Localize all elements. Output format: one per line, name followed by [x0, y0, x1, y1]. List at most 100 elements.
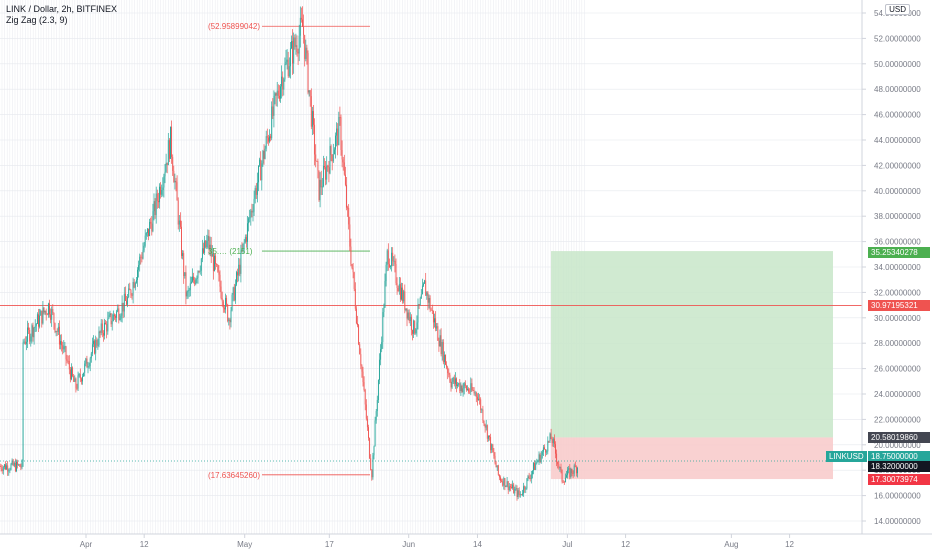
- candle-body: [574, 465, 576, 467]
- candle-body: [46, 314, 48, 316]
- candle-body: [151, 223, 153, 232]
- candle-body: [135, 279, 137, 283]
- candle-body: [507, 481, 509, 491]
- currency-label[interactable]: USD: [885, 4, 910, 15]
- price-axis[interactable]: 54.0000000052.0000000050.0000000048.0000…: [862, 9, 921, 526]
- candle-body: [441, 342, 443, 355]
- candle-body: [462, 388, 464, 393]
- candle-body: [196, 277, 198, 280]
- candle-body: [432, 310, 434, 323]
- candle-body: [484, 424, 486, 428]
- symbol-price-tag[interactable]: LINKUSD: [826, 451, 867, 462]
- candle-body: [439, 335, 441, 347]
- candle-body: [463, 383, 465, 389]
- time-tick-label: Aug: [724, 540, 738, 549]
- fib-levels[interactable]: [262, 25, 370, 476]
- candle-body: [293, 37, 295, 64]
- candle-body: [278, 95, 280, 99]
- candle-body: [310, 96, 312, 127]
- candle-body: [550, 433, 552, 440]
- candle-body: [20, 466, 22, 468]
- candle-body: [49, 303, 50, 315]
- candle-body: [149, 221, 151, 236]
- candle-body: [175, 180, 177, 183]
- candle-body: [410, 316, 412, 331]
- candle-body: [201, 248, 203, 259]
- candle-body: [269, 136, 270, 142]
- candle-body: [267, 137, 269, 142]
- candle-body: [429, 297, 431, 310]
- candle-body: [247, 223, 248, 242]
- candle-body: [200, 258, 202, 271]
- candle-body: [563, 481, 565, 483]
- candle-body: [547, 440, 549, 452]
- candle-body: [69, 369, 71, 380]
- candle-body: [288, 66, 290, 77]
- candle-body: [468, 388, 470, 392]
- candle-body: [72, 367, 74, 377]
- candle-body: [326, 165, 328, 180]
- candle-body: [42, 307, 44, 324]
- candle-body: [417, 304, 419, 323]
- price-tick-label: 24.00000000: [874, 390, 921, 399]
- candle-body: [505, 485, 507, 487]
- candle-body: [56, 330, 58, 332]
- loss-zone: [551, 437, 833, 480]
- candle-body: [230, 310, 232, 323]
- candle-body: [418, 304, 420, 306]
- candle-body: [285, 61, 287, 65]
- time-axis[interactable]: Apr 12 May 17 Jun 14 Jul 12 Aug 12: [80, 534, 795, 549]
- candle-body: [566, 475, 567, 478]
- candle-body: [501, 480, 503, 482]
- candle-body: [482, 409, 484, 422]
- candle-body: [405, 308, 407, 310]
- candle-body: [338, 116, 340, 146]
- candle-body: [110, 313, 112, 325]
- candle-body: [295, 45, 297, 47]
- indicator-label[interactable]: Zig Zag (2.3, 9): [6, 15, 68, 25]
- candle-body: [25, 341, 27, 344]
- candle-body: [34, 325, 36, 328]
- candle-body: [127, 297, 129, 305]
- candle-body: [460, 385, 462, 391]
- candle-body: [150, 221, 152, 224]
- candle-body: [549, 433, 551, 441]
- candle-body: [68, 360, 70, 370]
- candle-body: [11, 460, 13, 465]
- candle-body: [300, 17, 302, 20]
- position-zones[interactable]: [551, 251, 833, 480]
- price-tick-label: 16.00000000: [874, 492, 921, 501]
- stop-price-label: 17.30073974: [868, 474, 930, 485]
- candle-body: [571, 468, 573, 474]
- candle-body: [492, 444, 494, 453]
- candle-body: [19, 464, 21, 467]
- candle-body: [357, 323, 358, 326]
- candle-body: [8, 470, 10, 472]
- candle-body: [524, 486, 526, 490]
- symbol-title[interactable]: LINK / Dollar, 2h, BITFINEX: [6, 4, 118, 14]
- candle-body: [457, 384, 459, 387]
- candle-body: [276, 90, 278, 96]
- candle-body: [140, 256, 142, 258]
- candle-body: [156, 193, 158, 201]
- candle-body: [168, 140, 170, 159]
- price-tick-label: 52.00000000: [874, 34, 921, 43]
- candle-body: [371, 469, 373, 478]
- candle-body: [44, 310, 46, 313]
- candle-body: [232, 287, 234, 295]
- candle-body: [231, 294, 233, 311]
- candle-body: [145, 233, 147, 236]
- candle-body: [139, 256, 141, 266]
- candle-body: [187, 290, 189, 293]
- candle-body: [234, 284, 236, 301]
- candle-body: [216, 264, 218, 266]
- candle-body: [320, 179, 322, 188]
- candle-body: [317, 161, 319, 171]
- candle-body: [456, 378, 457, 387]
- candle-body: [350, 246, 352, 265]
- candle-body: [535, 463, 537, 470]
- candle-body: [325, 167, 327, 180]
- candle-body: [453, 377, 455, 384]
- candle-body: [541, 451, 543, 455]
